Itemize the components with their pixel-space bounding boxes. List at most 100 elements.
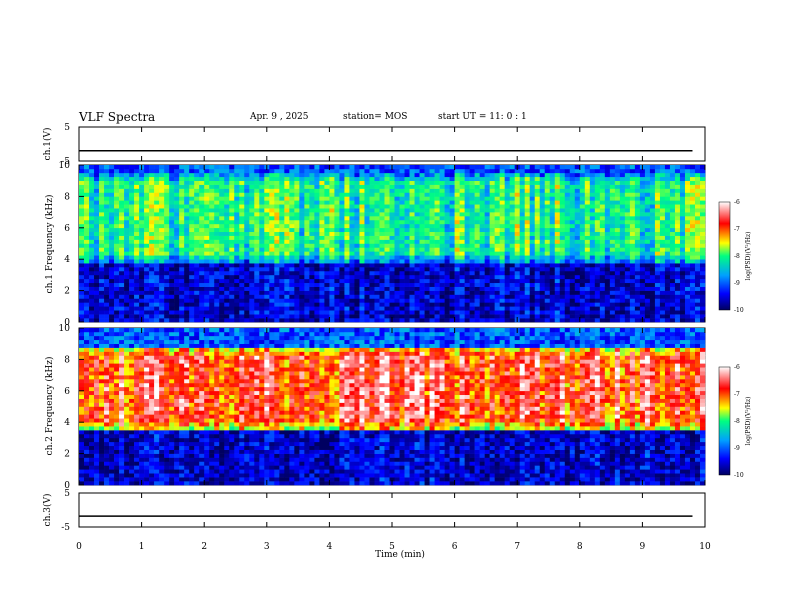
heatmap-cell xyxy=(284,231,290,236)
heatmap-cell xyxy=(154,263,160,268)
heatmap-cell xyxy=(399,188,405,193)
heatmap-cell xyxy=(354,216,360,221)
heatmap-cell xyxy=(409,306,415,311)
heatmap-cell xyxy=(464,263,470,268)
heatmap-cell xyxy=(114,184,120,189)
heatmap-cell xyxy=(419,243,425,248)
heatmap-cell xyxy=(584,267,591,272)
heatmap-cell xyxy=(119,208,125,213)
heatmap-cell xyxy=(424,259,430,264)
heatmap-cell xyxy=(459,216,465,221)
heatmap-cell xyxy=(309,172,315,178)
heatmap-cell xyxy=(134,184,140,189)
heatmap-cell xyxy=(494,208,500,213)
heatmap-cell xyxy=(439,298,445,303)
heatmap-cell xyxy=(499,176,505,181)
heatmap-cell xyxy=(479,176,485,181)
heatmap-cell xyxy=(114,180,120,185)
heatmap-cell xyxy=(584,298,591,303)
heatmap-cell xyxy=(494,231,500,236)
heatmap-cell xyxy=(234,188,240,193)
heatmap-cell xyxy=(409,298,415,303)
heatmap-cell xyxy=(309,318,315,323)
heatmap-cell xyxy=(269,314,275,319)
heatmap-cell xyxy=(444,180,450,185)
heatmap-cell xyxy=(394,306,400,311)
heatmap-cell xyxy=(79,270,85,276)
heatmap-cell xyxy=(159,267,165,272)
heatmap-cell xyxy=(314,239,320,244)
heatmap-cell xyxy=(539,216,546,221)
heatmap-cell xyxy=(539,274,546,280)
heatmap-cell xyxy=(149,212,155,217)
heatmap-cell xyxy=(124,176,130,181)
heatmap-cell xyxy=(429,172,435,178)
heatmap-cell xyxy=(369,192,375,197)
heatmap-cell xyxy=(594,259,601,264)
heatmap-cell xyxy=(464,314,470,319)
heatmap-cell xyxy=(134,196,140,201)
heatmap-cell xyxy=(299,231,305,236)
heatmap-cell xyxy=(439,278,445,284)
heatmap-cell xyxy=(109,216,115,221)
heatmap-cell xyxy=(114,216,120,221)
heatmap-cell xyxy=(119,235,125,240)
heatmap-cell xyxy=(144,310,150,315)
heatmap-cell xyxy=(539,223,546,229)
heatmap-cell xyxy=(554,231,561,236)
heatmap-cell xyxy=(609,278,616,284)
heatmap-cell xyxy=(84,294,90,299)
heatmap-cell xyxy=(284,184,290,189)
heatmap-cell xyxy=(209,314,215,319)
heatmap-cell xyxy=(119,247,125,252)
heatmap-cell xyxy=(99,180,105,185)
heatmap-cell xyxy=(209,318,215,323)
heatmap-cell xyxy=(424,223,430,229)
heatmap-cell xyxy=(689,192,696,197)
heatmap-cell xyxy=(359,180,365,185)
heatmap-cell xyxy=(394,219,400,225)
heatmap-cell xyxy=(359,200,365,205)
heatmap-cell xyxy=(284,274,290,280)
heatmap-cell xyxy=(314,235,320,240)
heatmap-cell xyxy=(314,286,320,291)
heatmap-cell xyxy=(494,227,500,233)
heatmap-cell xyxy=(214,239,220,244)
heatmap-cell xyxy=(584,314,591,319)
heatmap-cell xyxy=(109,172,115,178)
heatmap-cell xyxy=(439,247,445,252)
heatmap-cell xyxy=(279,282,285,287)
heatmap-cell xyxy=(629,239,636,244)
heatmap-cell xyxy=(294,168,300,174)
heatmap-cell xyxy=(134,180,140,185)
heatmap-cell xyxy=(519,165,526,170)
heatmap-cell xyxy=(609,290,616,295)
heatmap-cell xyxy=(644,251,651,256)
heatmap-cell xyxy=(614,212,621,217)
heatmap-cell xyxy=(174,208,180,213)
heatmap-cell xyxy=(499,231,505,236)
heatmap-cell xyxy=(89,267,95,272)
heatmap-cell xyxy=(509,286,515,291)
heatmap-cell xyxy=(309,310,315,315)
heatmap-cell xyxy=(149,270,155,276)
heatmap-cell xyxy=(244,196,250,201)
heatmap-cell xyxy=(159,216,165,221)
heatmap-cell xyxy=(194,208,200,213)
heatmap-cell xyxy=(474,165,480,170)
heatmap-cell xyxy=(689,204,696,209)
heatmap-cell xyxy=(469,286,475,291)
heatmap-cell xyxy=(379,192,385,197)
heatmap-cell xyxy=(189,270,195,276)
heatmap-cell xyxy=(259,184,265,189)
heatmap-cell xyxy=(634,251,641,256)
heatmap-cell xyxy=(684,270,691,276)
heatmap-cell xyxy=(669,267,676,272)
heatmap-cell xyxy=(534,188,541,193)
heatmap-cell xyxy=(139,306,145,311)
heatmap-cell xyxy=(144,314,150,319)
heatmap-cell xyxy=(404,314,410,319)
heatmap-cell xyxy=(149,255,155,260)
heatmap-cell xyxy=(279,192,285,197)
heatmap-cell xyxy=(439,227,445,233)
